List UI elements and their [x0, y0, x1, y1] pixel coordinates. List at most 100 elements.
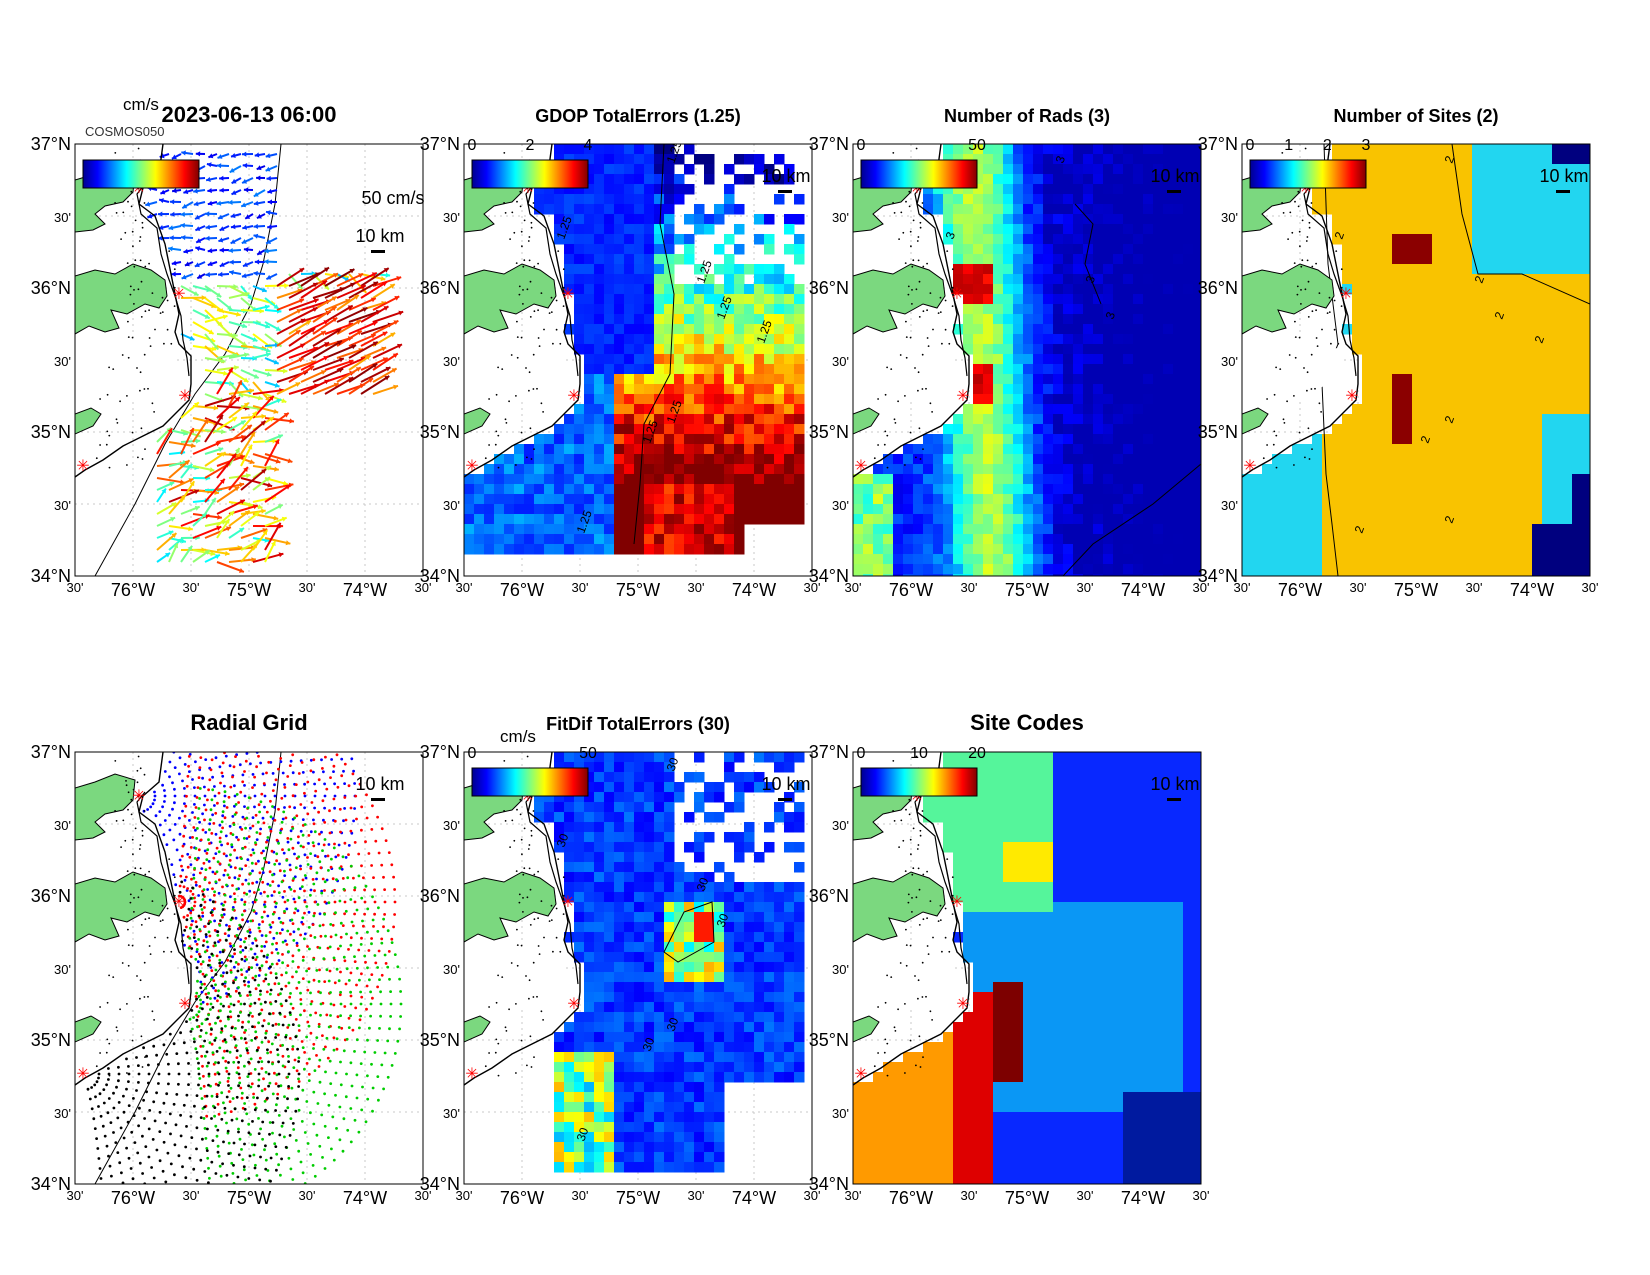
data-cell: [1133, 364, 1144, 375]
data-cell: [963, 314, 974, 325]
data-cell: [574, 454, 585, 465]
data-cell: [1362, 554, 1373, 565]
data-cell: [704, 174, 715, 185]
data-cell: [594, 394, 605, 405]
lon-tick-label: 30': [299, 580, 316, 595]
data-cell: [1173, 174, 1184, 185]
data-cell: [903, 504, 914, 515]
data-cell: [1442, 394, 1453, 405]
data-cell: [953, 324, 964, 335]
data-cell: [1402, 324, 1413, 335]
current-vector-head: [181, 274, 187, 280]
current-vector-head: [362, 307, 368, 312]
data-cell: [1402, 554, 1413, 565]
data-cell: [1093, 164, 1104, 175]
data-cell: [644, 404, 655, 415]
current-vector-head: [267, 482, 273, 488]
data-cell: [574, 184, 585, 195]
current-vector-head: [207, 188, 212, 194]
data-cell: [1083, 194, 1094, 205]
data-cell: [1472, 214, 1483, 225]
current-vector-head: [207, 261, 213, 267]
data-cell: [1193, 454, 1201, 465]
coast-detail-dot: [1308, 226, 1311, 229]
coast-detail-dot: [526, 288, 529, 291]
data-cell: [1143, 524, 1154, 535]
data-cell: [664, 144, 675, 155]
data-cell: [754, 474, 765, 485]
data-cell: [1572, 264, 1583, 275]
data-cell: [1482, 434, 1493, 445]
data-cell: [1103, 384, 1114, 395]
current-vector-head: [385, 272, 391, 278]
data-cell: [903, 574, 914, 576]
data-cell: [1173, 314, 1184, 325]
data-cell: [1143, 274, 1154, 285]
data-cell: [993, 204, 1004, 215]
data-cell: [883, 574, 894, 576]
data-cell: [973, 274, 984, 285]
data-cell: [1123, 434, 1134, 445]
data-cell: [494, 524, 505, 535]
radial-grid-point: [251, 773, 255, 776]
data-cell: [1322, 494, 1333, 505]
data-cell: [724, 254, 735, 265]
data-cell: [1003, 464, 1014, 475]
current-vector-head: [265, 352, 271, 358]
coast-detail-dot: [1340, 305, 1343, 307]
current-vector-head: [193, 201, 199, 207]
current-vector-head: [365, 355, 371, 360]
data-cell: [634, 304, 645, 315]
data-cell: [953, 234, 964, 245]
data-cell: [634, 424, 645, 435]
data-cell: [1522, 544, 1533, 555]
data-cell: [1372, 254, 1383, 265]
data-cell: [1362, 224, 1373, 235]
data-cell: [1163, 524, 1174, 535]
data-cell: [1252, 504, 1263, 515]
coast-detail-dot: [548, 312, 551, 314]
data-cell: [873, 494, 884, 505]
data-cell: [983, 144, 994, 155]
current-vector-head: [333, 382, 339, 388]
data-cell: [1163, 274, 1174, 285]
data-cell: [1332, 464, 1343, 475]
radial-grid-point: [208, 822, 212, 826]
data-cell: [1262, 554, 1273, 565]
data-cell: [1093, 154, 1104, 165]
data-cell: [1003, 314, 1014, 325]
radial-grid-point: [243, 784, 246, 787]
data-cell: [1033, 154, 1044, 165]
data-cell: [1552, 384, 1563, 395]
data-cell: [1143, 564, 1154, 575]
data-cell: [993, 354, 1004, 365]
data-cell: [1163, 554, 1174, 565]
current-vector-head: [269, 417, 274, 422]
data-cell: [684, 244, 695, 255]
data-cell: [1302, 504, 1313, 515]
data-cell: [1462, 374, 1473, 385]
data-cell: [624, 304, 635, 315]
data-cell: [973, 334, 984, 345]
data-cell: [684, 524, 695, 535]
data-cell: [1083, 494, 1094, 505]
data-cell: [564, 244, 575, 255]
data-cell: [1073, 214, 1084, 225]
data-cell: [1522, 464, 1533, 475]
current-vector-head: [168, 530, 174, 536]
data-cell: [724, 204, 735, 215]
current-vector-head: [183, 248, 189, 254]
data-cell: [1512, 154, 1523, 165]
data-cell: [564, 544, 575, 555]
data-cell: [774, 514, 785, 525]
data-cell: [634, 154, 645, 165]
data-cell: [1053, 484, 1064, 495]
data-cell: [1133, 574, 1144, 576]
data-cell: [1492, 154, 1503, 165]
data-cell: [1552, 334, 1563, 345]
data-cell: [1352, 154, 1363, 165]
coast-detail-dot: [131, 431, 134, 434]
data-cell: [1013, 444, 1024, 455]
current-vector: [276, 318, 306, 335]
radial-grid-point: [220, 843, 224, 847]
